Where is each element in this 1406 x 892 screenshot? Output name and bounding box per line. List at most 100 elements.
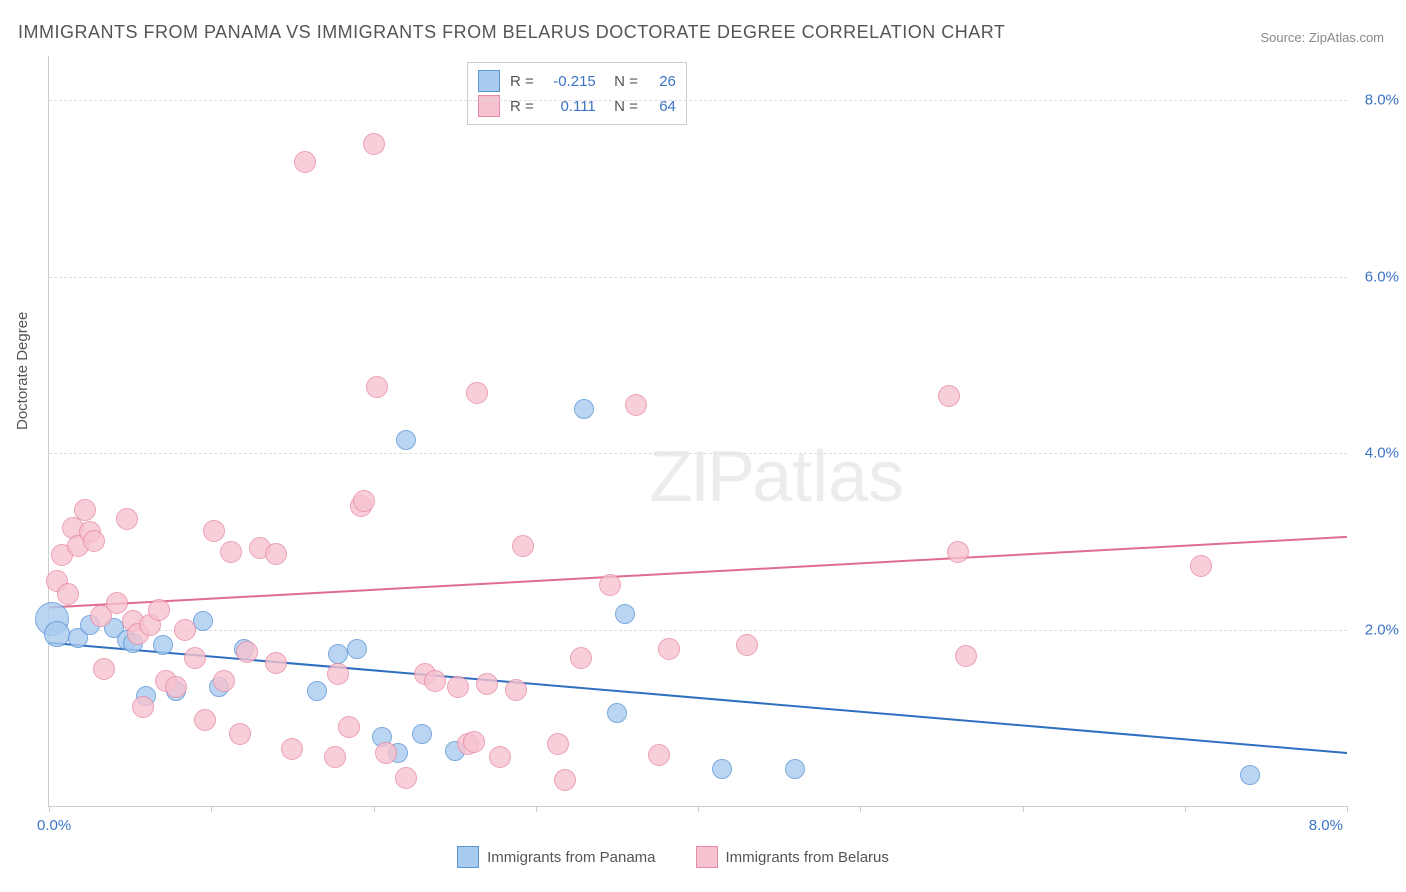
scatter-point xyxy=(955,645,977,667)
scatter-point xyxy=(947,541,969,563)
scatter-point xyxy=(938,385,960,407)
legend-swatch xyxy=(696,846,718,868)
legend-item: Immigrants from Belarus xyxy=(696,846,889,868)
stat-r-value: -0.215 xyxy=(544,73,596,90)
scatter-point xyxy=(203,520,225,542)
x-axis-tick-mark xyxy=(536,806,537,812)
stats-row: R =0.111 N =64 xyxy=(478,95,676,117)
scatter-point xyxy=(281,738,303,760)
scatter-point xyxy=(447,676,469,698)
y-axis-tick-label: 2.0% xyxy=(1365,621,1399,638)
scatter-point xyxy=(712,759,732,779)
x-axis-tick-mark xyxy=(1023,806,1024,812)
legend-label: Immigrants from Belarus xyxy=(726,849,889,866)
scatter-point xyxy=(57,583,79,605)
x-axis-tick-mark xyxy=(211,806,212,812)
x-axis-tick-mark xyxy=(1185,806,1186,812)
scatter-point xyxy=(1240,765,1260,785)
scatter-point xyxy=(463,731,485,753)
scatter-point xyxy=(327,663,349,685)
scatter-point xyxy=(116,508,138,530)
scatter-point xyxy=(547,733,569,755)
scatter-point xyxy=(294,151,316,173)
scatter-point xyxy=(44,621,70,647)
x-axis-tick-mark xyxy=(374,806,375,812)
x-axis-tick-mark xyxy=(49,806,50,812)
scatter-point xyxy=(395,767,417,789)
y-axis-tick-label: 4.0% xyxy=(1365,445,1399,462)
scatter-point xyxy=(220,541,242,563)
legend-swatch xyxy=(457,846,479,868)
chart-title: IMMIGRANTS FROM PANAMA VS IMMIGRANTS FRO… xyxy=(18,22,1005,43)
scatter-point xyxy=(658,638,680,660)
scatter-point xyxy=(236,641,258,663)
scatter-point xyxy=(785,759,805,779)
scatter-point xyxy=(307,681,327,701)
scatter-point xyxy=(265,652,287,674)
scatter-point xyxy=(466,382,488,404)
x-axis-tick-mark xyxy=(1347,806,1348,812)
grid-line xyxy=(49,630,1347,631)
stat-r-label: R = xyxy=(510,73,534,90)
scatter-point xyxy=(736,634,758,656)
correlation-stats-box: R = -0.215 N = 26 R =0.111 N =64 xyxy=(467,62,687,125)
scatter-point xyxy=(353,490,375,512)
scatter-point xyxy=(476,673,498,695)
x-axis-tick-mark xyxy=(860,806,861,812)
scatter-point xyxy=(505,679,527,701)
scatter-point xyxy=(184,647,206,669)
grid-line xyxy=(49,277,1347,278)
watermark-text: ZIPatlas xyxy=(649,436,904,518)
scatter-point xyxy=(132,696,154,718)
trend-lines xyxy=(49,56,1347,806)
scatter-point xyxy=(74,499,96,521)
grid-line xyxy=(49,100,1347,101)
scatter-point xyxy=(93,658,115,680)
scatter-point xyxy=(375,742,397,764)
scatter-point xyxy=(213,670,235,692)
scatter-point xyxy=(165,676,187,698)
scatter-point xyxy=(574,399,594,419)
scatter-point xyxy=(554,769,576,791)
stats-row: R = -0.215 N = 26 xyxy=(478,70,676,92)
legend-item: Immigrants from Panama xyxy=(457,846,655,868)
scatter-point xyxy=(174,619,196,641)
y-axis-tick-label: 8.0% xyxy=(1365,92,1399,109)
y-axis-tick-label: 6.0% xyxy=(1365,268,1399,285)
scatter-point xyxy=(83,530,105,552)
stat-n-value: 26 xyxy=(648,73,676,90)
grid-line xyxy=(49,453,1347,454)
legend-label: Immigrants from Panama xyxy=(487,849,655,866)
x-axis-tick-min: 0.0% xyxy=(37,817,71,834)
scatter-point xyxy=(194,709,216,731)
scatter-point xyxy=(424,670,446,692)
source-attribution: Source: ZipAtlas.com xyxy=(1260,30,1384,45)
scatter-point xyxy=(615,604,635,624)
legend-swatch xyxy=(478,95,500,117)
scatter-point xyxy=(607,703,627,723)
scatter-point xyxy=(366,376,388,398)
scatter-point xyxy=(265,543,287,565)
scatter-point xyxy=(363,133,385,155)
trend-line xyxy=(49,537,1347,608)
y-axis-label: Doctorate Degree xyxy=(14,312,31,430)
scatter-point xyxy=(570,647,592,669)
scatter-point xyxy=(148,599,170,621)
scatter-point xyxy=(1190,555,1212,577)
x-axis-tick-mark xyxy=(698,806,699,812)
scatter-point xyxy=(489,746,511,768)
bottom-legend: Immigrants from Panama Immigrants from Be… xyxy=(0,846,1346,868)
scatter-point xyxy=(396,430,416,450)
scatter-point xyxy=(229,723,251,745)
chart-plot-area: ZIPatlas R =-0.215 N =26R =0.111 N =64 0… xyxy=(48,56,1347,807)
scatter-point xyxy=(625,394,647,416)
scatter-point xyxy=(328,644,348,664)
stat-n-label: N = xyxy=(606,73,638,90)
x-axis-tick-max: 8.0% xyxy=(1309,817,1343,834)
scatter-point xyxy=(412,724,432,744)
scatter-point xyxy=(153,635,173,655)
scatter-point xyxy=(338,716,360,738)
scatter-point xyxy=(648,744,670,766)
scatter-point xyxy=(324,746,346,768)
scatter-point xyxy=(347,639,367,659)
